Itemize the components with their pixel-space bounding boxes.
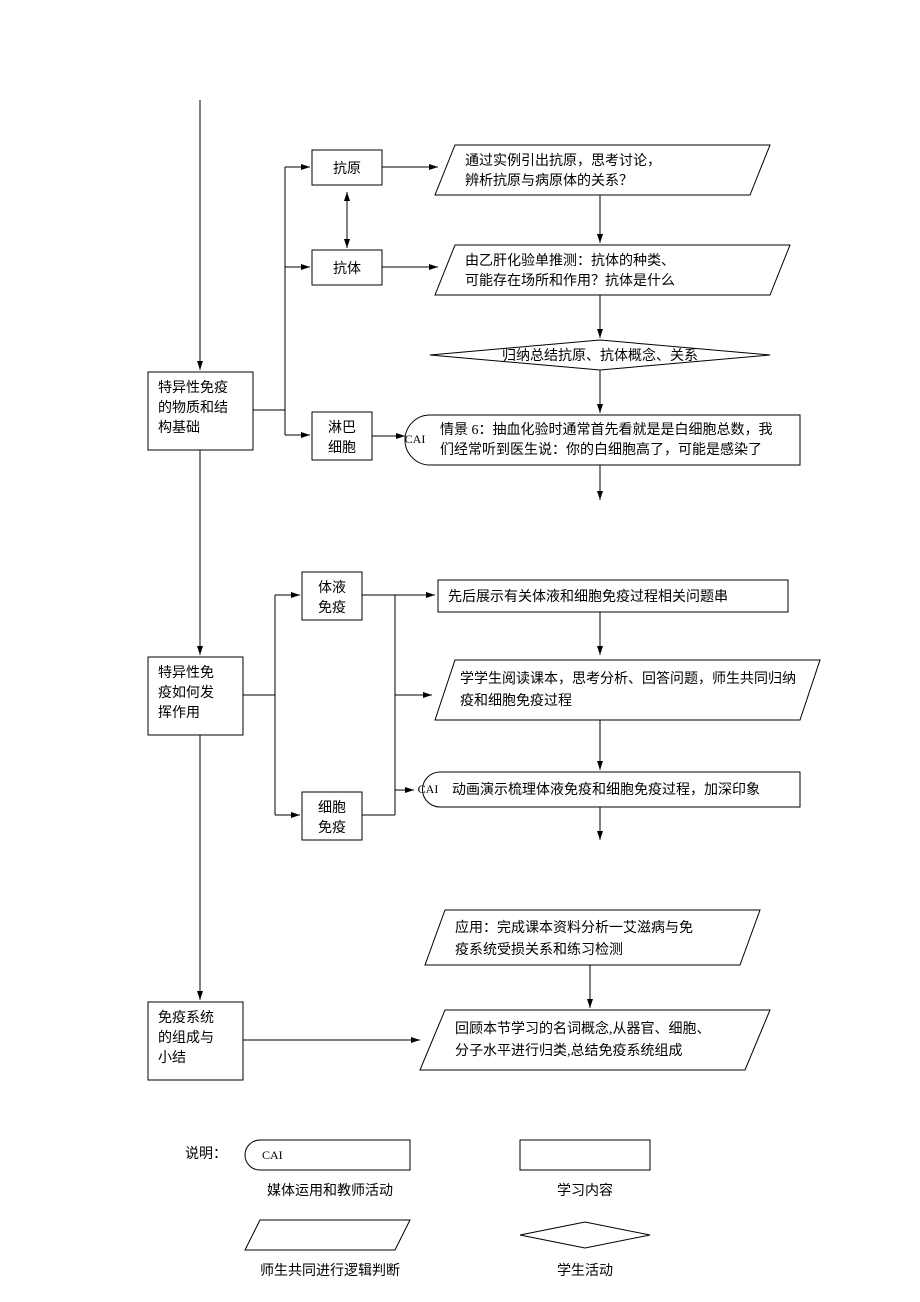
label-kangti: 抗体 [333, 261, 361, 277]
xianhou-label: 先后展示有关体液和细胞免疫过程相关问题串 [448, 589, 728, 605]
huigu-l2: 分子水平进行归类,总结免疫系统组成 [455, 1042, 683, 1059]
teyi2-l3: 挥作用 [158, 705, 200, 721]
legend-rect-label: 学习内容 [557, 1182, 613, 1199]
para-kangti-l2: 可能存在场所和作用？抗体是什么 [465, 273, 675, 289]
mianyi-l3: 小结 [158, 1050, 186, 1066]
teyi1-l2: 的物质和结 [158, 400, 228, 416]
legend-diamond-label: 学生活动 [557, 1263, 613, 1279]
teyi1-l3: 构基础 [158, 419, 200, 436]
tiye-l1: 体液 [318, 580, 346, 596]
legend-cai-tag: CAI [262, 1148, 283, 1162]
para-kangyuan-l2: 辨析抗原与病原体的关系？ [465, 173, 633, 189]
cai-qingjing-l2: 们经常听到医生说：你的白细胞高了，可能是感染了 [440, 441, 762, 458]
mianyi-l1: 免疫系统 [158, 1010, 214, 1026]
mianyi-l2: 的组成与 [158, 1030, 214, 1046]
xuesheng-l2: 疫和细胞免疫过程 [460, 693, 572, 709]
xibao-l2: 免疫 [318, 820, 346, 836]
para-kangyuan-l1: 通过实例引出抗原，思考讨论， [465, 153, 661, 169]
cai-donghua-label: 动画演示梳理体液免疫和细胞免疫过程，加深印象 [452, 782, 760, 798]
legend-para-label: 师生共同进行逻辑判断 [260, 1263, 400, 1279]
para-xuesheng [435, 660, 820, 720]
diamond-guina-label: 归纳总结抗原、抗体概念、关系 [502, 347, 698, 364]
flowchart-diagram: 抗原 通过实例引出抗原，思考讨论， 辨析抗原与病原体的关系？ 抗体 由乙肝化验单… [0, 0, 920, 1302]
cai-qingjing-tag: CAI [405, 432, 426, 446]
tiye-l2: 免疫 [318, 600, 346, 616]
legend-diamond-shape [520, 1222, 650, 1248]
legend-title: 说明： [185, 1146, 227, 1162]
legend-para-shape [245, 1220, 410, 1250]
legend-rect-shape [520, 1140, 650, 1170]
teyi2-l2: 疫如何发 [158, 685, 214, 701]
cai-qingjing-l1: 情景 6：抽血化验时通常首先看就是是白细胞总数，我 [440, 422, 773, 438]
linba-l1: 淋巴 [328, 420, 356, 436]
cai-donghua-tag: CAI [418, 782, 439, 796]
yingyong-l2: 疫系统受损关系和练习检测 [455, 942, 623, 958]
teyi2-l1: 特异性免 [158, 665, 214, 681]
para-kangti-l1: 由乙肝化验单推测：抗体的种类、 [465, 253, 675, 269]
huigu-l1: 回顾本节学习的名词概念,从器官、细胞、 [455, 1020, 711, 1037]
para-huigu [420, 1010, 770, 1070]
legend-cai-label: 媒体运用和教师活动 [267, 1183, 393, 1199]
xuesheng-l1: 学学生阅读课本，思考分析、回答问题，师生共同归纳 [460, 670, 796, 687]
teyi1-l1: 特异性免疫 [158, 380, 228, 396]
label-kangyuan: 抗原 [333, 161, 361, 177]
yingyong-l1: 应用：完成课本资料分析一艾滋病与免 [455, 919, 693, 936]
linba-l2: 细胞 [328, 440, 356, 456]
xibao-l1: 细胞 [318, 800, 346, 816]
